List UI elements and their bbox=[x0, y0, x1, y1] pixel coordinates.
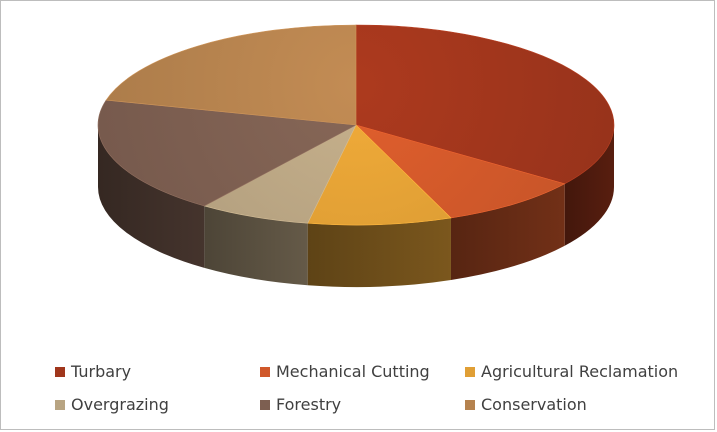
legend-item-turbary: Turbary bbox=[55, 362, 131, 381]
legend-swatch bbox=[260, 399, 270, 410]
pie-slice-mechanical-cutting bbox=[355, 124, 566, 219]
pie-slice-conservation bbox=[105, 24, 357, 126]
legend-swatch bbox=[465, 366, 475, 377]
pie-side-turbary bbox=[564, 125, 614, 246]
pie-slice-overgrazing bbox=[203, 124, 357, 224]
legend-item-forestry: Forestry bbox=[260, 395, 341, 414]
legend-label: Turbary bbox=[71, 362, 132, 381]
legend-label: Forestry bbox=[276, 395, 342, 414]
legend-item-conservation: Conservation bbox=[465, 395, 587, 414]
pie-side-forestry bbox=[98, 125, 205, 268]
pie-side-mechanical-cutting bbox=[450, 183, 565, 280]
legend-item-agricultural-reclamation: Agricultural Reclamation bbox=[465, 362, 678, 381]
legend-label: Overgrazing bbox=[71, 395, 169, 414]
legend-item-overgrazing: Overgrazing bbox=[55, 395, 169, 414]
pie-tops bbox=[97, 24, 615, 226]
pie-side-agricultural-reclamation bbox=[307, 217, 451, 288]
legend-label: Agricultural Reclamation bbox=[481, 362, 679, 381]
pie-slice-forestry bbox=[97, 99, 358, 207]
pie-sides bbox=[98, 125, 614, 288]
pie-slice-turbary bbox=[355, 24, 615, 185]
pie-side-overgrazing bbox=[204, 205, 308, 286]
legend-swatch bbox=[55, 366, 65, 377]
legend-swatch bbox=[465, 399, 475, 410]
legend-label: Conservation bbox=[481, 395, 587, 414]
legend-item-mechanical-cutting: Mechanical Cutting bbox=[260, 362, 430, 381]
legend-label: Mechanical Cutting bbox=[276, 362, 430, 381]
legend-swatch bbox=[55, 399, 65, 410]
pie-slice-agricultural-reclamation bbox=[307, 124, 452, 226]
legend-swatch bbox=[260, 366, 270, 377]
